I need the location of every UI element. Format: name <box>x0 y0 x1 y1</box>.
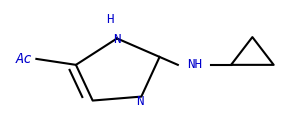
Text: N: N <box>136 95 144 108</box>
Text: H: H <box>106 13 113 26</box>
Text: Ac: Ac <box>16 52 33 66</box>
Text: NH: NH <box>187 58 202 71</box>
Text: N: N <box>113 33 121 46</box>
